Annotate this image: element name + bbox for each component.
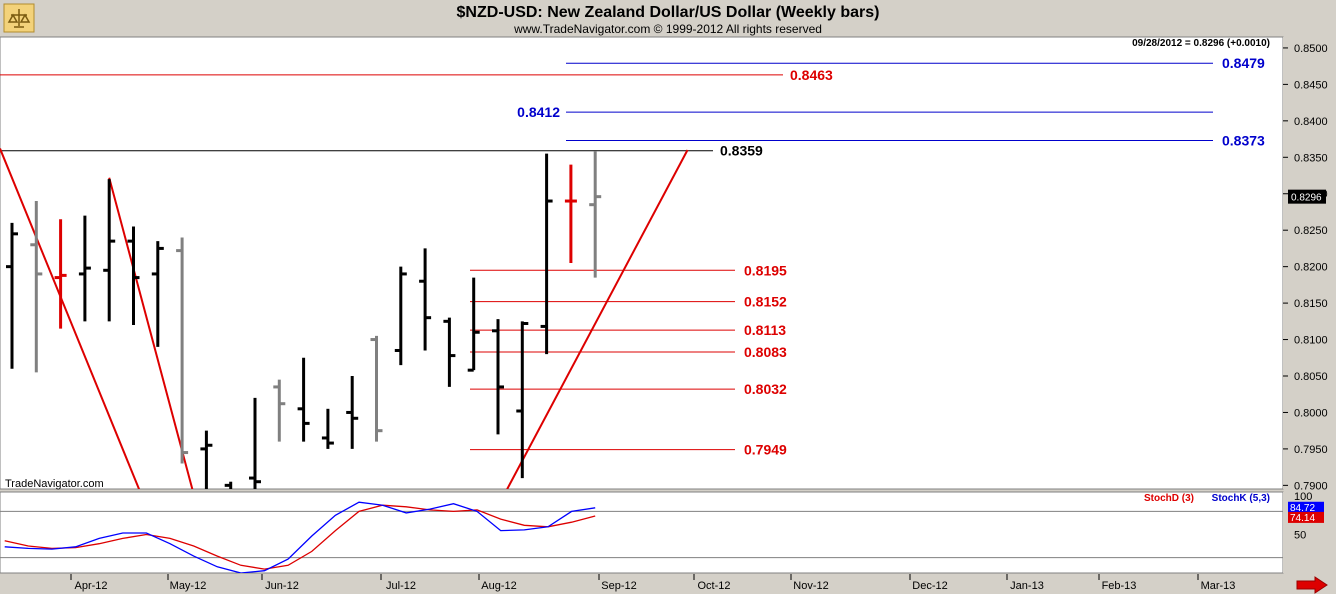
price-axis-ticks: 0.85000.84500.84000.83500.83000.82500.82… <box>1283 43 1328 542</box>
stochd-line <box>4 504 596 570</box>
ohlc-bar <box>297 357 310 442</box>
price-panel <box>0 36 1284 490</box>
time-tick-label: Sep-12 <box>601 580 636 592</box>
scroll-right-button[interactable] <box>1296 576 1328 594</box>
red-level-label: 0.7949 <box>744 442 787 458</box>
ohlc-bar <box>127 226 140 325</box>
stoch-tick-label: 100 <box>1294 491 1312 503</box>
time-tick-label: Nov-12 <box>793 580 828 592</box>
stochastic-lines <box>0 501 1283 573</box>
ohlc-bar <box>176 237 189 464</box>
app-logo-icon <box>3 3 35 33</box>
price-tick-label: 0.8400 <box>1294 116 1328 128</box>
red-level-label: 0.8032 <box>744 381 787 397</box>
legend-stochd: StochD (3) <box>1144 493 1194 504</box>
ohlc-bar <box>370 335 383 442</box>
ohlc-bar <box>443 317 456 387</box>
red-level-label: 0.8083 <box>744 344 787 360</box>
price-tick-label: 0.8100 <box>1294 335 1328 347</box>
ohlc-bar <box>346 376 359 449</box>
price-tick-label: 0.8250 <box>1294 225 1328 237</box>
red-level-label: 0.8152 <box>744 294 787 310</box>
downtrend-line <box>0 148 141 489</box>
ohlc-bar <box>564 164 577 263</box>
ohlc-bar <box>273 379 286 442</box>
ohlc-bar <box>54 219 67 329</box>
price-tick-label: 0.7950 <box>1294 444 1328 456</box>
time-tick-label: Apr-12 <box>74 580 107 592</box>
stochk-line <box>4 501 596 573</box>
red-level-label: 0.8195 <box>744 262 787 278</box>
trend-lines <box>0 148 689 489</box>
time-tick-label: May-12 <box>170 580 207 592</box>
ohlc-bar <box>200 430 213 489</box>
ohlc-bar <box>30 201 43 373</box>
copyright-text: www.TradeNavigator.com © 1999-2012 All r… <box>513 22 822 36</box>
watermark-text: TradeNavigator.com <box>5 478 104 490</box>
chart-title: $NZD-USD: New Zealand Dollar/US Dollar (… <box>457 4 880 21</box>
ohlc-bar <box>103 179 116 322</box>
price-tick-label: 0.8450 <box>1294 79 1328 91</box>
stochastic-panel <box>0 491 1284 574</box>
ohlc-bar <box>321 408 334 449</box>
level-lines: 0.8463 0.8195 0.8152 0.8113 0.8083 0.8032 0.79… <box>0 55 1265 458</box>
time-tick-label: Aug-12 <box>481 580 516 592</box>
blue-level-label: 0.8373 <box>1222 133 1265 149</box>
blue-level-label: 0.8412 <box>517 104 560 120</box>
blue-level-label: 0.8479 <box>1222 55 1265 71</box>
time-tick-label: Jan-13 <box>1010 580 1044 592</box>
ohlc-bar <box>589 151 602 278</box>
time-tick-label: Oct-12 <box>697 580 730 592</box>
uptrend-line <box>506 149 689 489</box>
ohlc-bar <box>394 266 407 366</box>
red-level-label: 0.8113 <box>744 322 786 338</box>
time-tick-label: Jun-12 <box>265 580 299 592</box>
time-tick-label: Dec-12 <box>912 580 947 592</box>
time-axis-labels: Apr-12 May-12 Jun-12 Jul-12 Aug-12 Sep-12 Oct-… <box>70 574 1236 592</box>
price-tick-label: 0.7900 <box>1294 480 1328 492</box>
time-tick-label: Feb-13 <box>1102 580 1137 592</box>
price-bars <box>6 151 602 489</box>
downtrend-line <box>108 177 194 489</box>
ohlc-bar <box>467 277 480 372</box>
price-tick-label: 0.8000 <box>1294 407 1328 419</box>
price-tick-label: 0.8200 <box>1294 262 1328 274</box>
stochd-tag-label: 74.14 <box>1290 513 1315 524</box>
ohlc-bar <box>249 397 261 489</box>
price-tick-label: 0.8150 <box>1294 298 1328 310</box>
ohlc-bar <box>492 319 504 435</box>
stochk-tag-label: 84.72 <box>1290 503 1315 514</box>
stochd-tag <box>1288 511 1324 523</box>
legend-stochk: StochK (5,3) <box>1212 493 1270 504</box>
ohlc-bar <box>419 248 432 351</box>
price-tick-label: 0.8500 <box>1294 43 1328 55</box>
ohlc-bar <box>224 481 233 489</box>
last-price-tag <box>1288 189 1326 204</box>
red-level-label: 0.8463 <box>790 67 833 83</box>
price-axis <box>1283 37 1336 489</box>
last-price-label: 0.8296 <box>1291 193 1322 204</box>
ohlc-bar <box>78 215 91 322</box>
last-price-info: 09/28/2012 = 0.8296 (+0.0010) <box>1132 38 1270 49</box>
ohlc-bar <box>540 153 553 355</box>
time-tick-label: Mar-13 <box>1201 580 1236 592</box>
time-tick-label: Jul-12 <box>386 580 416 592</box>
ohlc-bar <box>6 222 18 369</box>
black-level-label: 0.8359 <box>720 143 763 159</box>
stoch-tick-label: 50 <box>1294 530 1306 542</box>
price-tick-label: 0.8050 <box>1294 371 1328 383</box>
ohlc-bar <box>151 241 164 347</box>
ohlc-bar <box>516 321 529 479</box>
arrow-right-icon <box>1296 576 1328 594</box>
stochk-tag <box>1288 501 1324 513</box>
price-tick-label: 0.8350 <box>1294 152 1328 164</box>
